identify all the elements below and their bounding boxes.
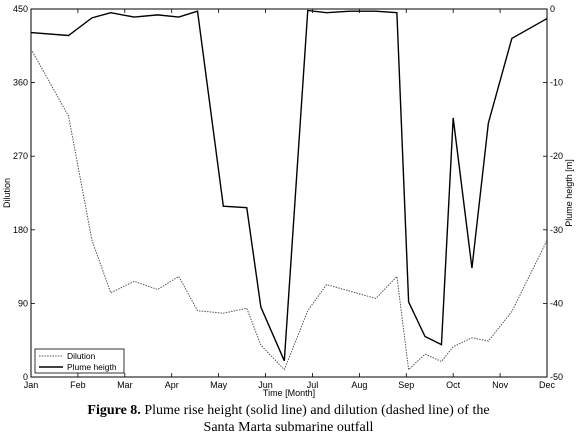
x-tick-label: Jun [258,380,273,390]
right-tick-label: 0 [550,4,555,14]
right-tick-label: -20 [550,151,563,161]
legend-dilution-label: Dilution [67,351,96,361]
right-axis-title: Plume heigth [m] [564,159,574,227]
left-tick-label: 450 [13,4,28,14]
x-tick-label: Sep [398,380,414,390]
left-tick-label: 360 [13,78,28,88]
left-tick-label: 90 [18,298,28,308]
series-layer [30,9,548,371]
legend-box [34,348,125,374]
dilution-line [30,48,548,371]
x-tick-label: Aug [351,380,367,390]
legend: Dilution Plume heigth [34,348,125,374]
x-tick-label: Dec [539,380,556,390]
caption-label: Figure 8. [87,403,141,418]
plume-height-line [30,9,548,362]
x-axis-title: Time [Month] [263,388,315,398]
legend-plume-label: Plume heigth [67,362,117,372]
right-tick-label: -30 [550,225,563,235]
plot-frame [30,8,548,378]
left-tick-label: 180 [13,225,28,235]
x-axis-ticks: Jan Feb Mar Apr May Jun Jul Aug Sep Oct Nov Dec [24,9,556,390]
left-axis-title: Dilution [2,178,12,208]
right-tick-label: -10 [550,78,563,88]
left-tick-label: 270 [13,151,28,161]
right-axis-ticks: -50 -40 -30 -20 -10 0 [543,4,563,382]
left-tick-label: 0 [23,372,28,382]
chart: Jan Feb Mar Apr May Jun Jul Aug Sep Oct Nov Dec 0 90… [2,4,574,398]
x-tick-label: Jan [24,380,39,390]
left-axis-ticks: 0 90 180 270 360 450 [13,4,35,382]
figure-caption: Figure 8. Plume rise height (solid line)… [0,402,577,436]
x-tick-label: May [210,380,228,390]
x-tick-label: Feb [70,380,86,390]
x-tick-label: Oct [446,380,461,390]
x-tick-label: Nov [492,380,509,390]
x-tick-label: Jul [307,380,319,390]
x-tick-label: Apr [165,380,179,390]
caption-line2: Santa Marta submarine outfall [203,420,374,435]
x-tick-label: Mar [117,380,133,390]
right-tick-label: -50 [550,372,563,382]
caption-text: Plume rise height (solid line) and dilut… [140,403,490,418]
right-tick-label: -40 [550,298,563,308]
